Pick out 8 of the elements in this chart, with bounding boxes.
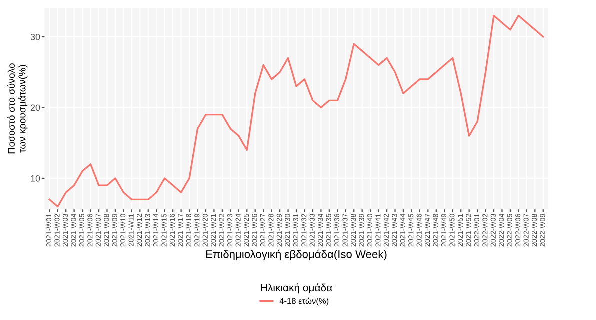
y-tick-label: 30 xyxy=(30,34,40,40)
legend-title: Ηλικιακή ομάδα xyxy=(261,284,332,294)
line-series xyxy=(48,14,544,208)
y-tick-label: 10 xyxy=(31,175,40,182)
y-axis-title: Ποσοστό στο σύνολο των κρουσμάτων(%) xyxy=(8,64,28,154)
y-tick-label: 20 xyxy=(30,104,40,112)
x-axis-title: Επιδημιολογική εβδομάδα(Iso Week) xyxy=(206,250,387,261)
legend-label: 4-18 ετών(%) xyxy=(280,298,329,306)
